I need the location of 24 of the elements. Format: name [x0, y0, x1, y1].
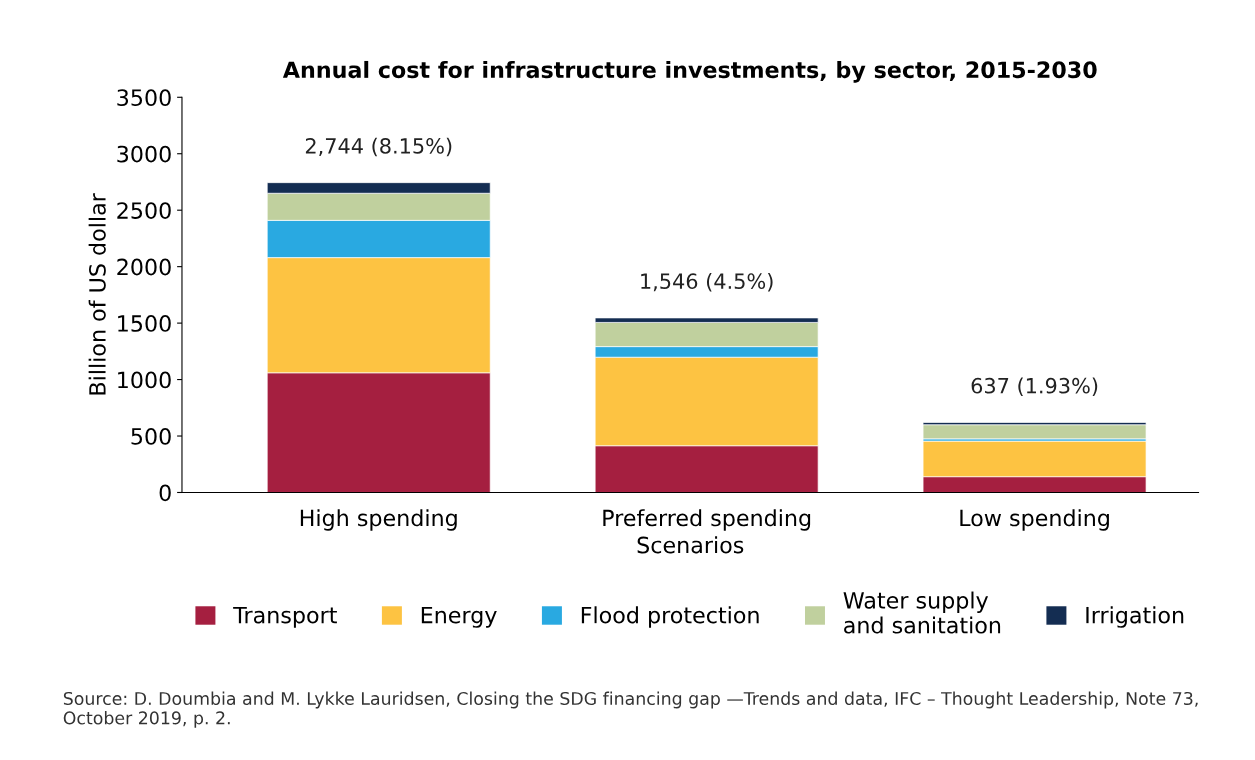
legend-label: Flood protection — [581, 606, 759, 628]
y-tick-label: 3000 — [117, 145, 171, 163]
y-axis-title: Billion of US dollar — [88, 193, 106, 395]
y-tick-label: 3500 — [117, 89, 171, 107]
x-tick-label: Low spending — [960, 509, 1109, 531]
legend-label: Irrigation — [1086, 606, 1184, 628]
y-tick-label: 1500 — [118, 315, 171, 332]
y-tick-label: 1000 — [118, 371, 171, 389]
bar — [922, 424, 1147, 440]
x-tick-label: Preferred spending — [603, 509, 811, 531]
x-tick-label: High spending — [300, 509, 457, 531]
legend-label: Energy — [421, 606, 497, 628]
chart-title: Annual cost for infrastructure investments, by sector, 2015-2030 — [282, 60, 1097, 83]
legend-label: Transport — [233, 606, 337, 628]
x-axis-title: Scenarios — [637, 536, 744, 554]
y-tick-label: 2500 — [117, 202, 171, 219]
total-label: 637 (1.93%) — [971, 377, 1098, 397]
y-tick-label: 0 — [159, 484, 171, 502]
y-tick-label: 500 — [131, 427, 171, 445]
source-note: Source: D. Doumbia and M. Lykke Lauridsen, Closing the SDG financing gap —Trends and data, IFC – Thought Leadership, Note 73, October 2019, p. 2. — [63, 691, 1198, 728]
total-label: 1,546 (4.5%) — [641, 272, 773, 292]
y-tick-label: 2000 — [117, 258, 171, 276]
total-label: 2,744 (8.15%) — [305, 137, 452, 157]
legend-label: Water supply and sanitation — [843, 591, 1001, 634]
